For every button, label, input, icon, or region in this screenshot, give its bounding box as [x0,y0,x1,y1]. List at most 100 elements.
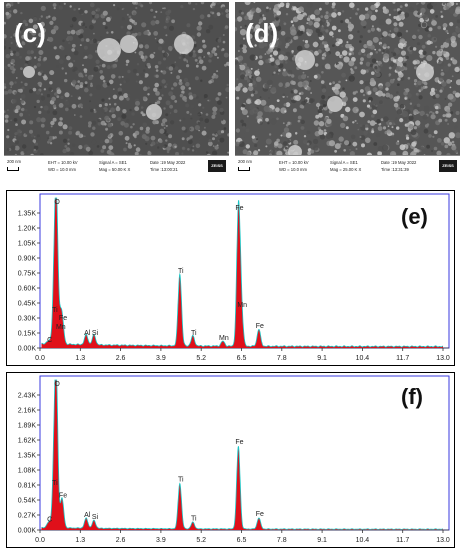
zeiss-logo: ZEISS [208,160,226,172]
scale-bar [7,167,19,171]
x-tick-label: 9.1 [317,355,327,362]
x-tick-label: 9.1 [317,537,327,544]
x-tick-label: 5.2 [196,537,206,544]
scale-label: 200 nm [238,159,252,164]
spectrum-area [41,198,443,348]
eht-value: EHT = 10.00 kV [279,160,309,165]
x-tick-label: 3.9 [156,537,166,544]
peak-label-c: C [47,516,52,523]
time-value: Time :13:00:21 [150,167,178,172]
y-tick-label: 0.15K [18,330,37,337]
scale-label: 200 nm [7,159,21,164]
eht-value: EHT = 10.00 kV [48,160,78,165]
peak-label-o: O [54,381,60,388]
x-tick-label: 10.4 [356,537,370,544]
peak-label-fe: Fe [235,439,243,446]
y-tick-label: 1.20K [18,225,37,232]
peak-label-ti: Ti [178,268,184,275]
date-value: Date :19 May 2022 [150,160,186,165]
eds-chart-e: 0.00K 0.15K 0.30K 0.45K 0.60K 0.75K 0.90K 1.05K… [6,190,455,366]
spectrum-outline [41,379,443,530]
mag-value: Mag = 25.00 K X [330,167,362,172]
x-tick-label: 0.0 [35,537,45,544]
x-tick-label: 7.8 [277,355,287,362]
peak-label-o: O [54,199,60,206]
y-tick-label: 2.16K [18,407,37,414]
sem-infobar-c: 200 nm EHT = 10.00 kV WD = 10.0 mm Signa… [4,155,229,176]
time-value: Time :13:31:39 [381,167,409,172]
y-tick-label: 0.00K [18,527,37,534]
sem-infobar-d: 200 nm EHT = 10.00 kV WD = 10.0 mm Signa… [235,155,460,176]
spectrum-outline [41,197,444,348]
y-tick-label: 0.90K [18,255,37,262]
y-tick-label: 0.60K [18,285,37,292]
x-tick-label: 2.6 [116,355,126,362]
peak-label-al: Al [84,512,91,519]
x-tick-label: 3.9 [156,355,166,362]
mag-value: Mag = 50.00 K X [99,167,131,172]
peak-label-ti: Ti [52,480,58,487]
x-tick-label: 6.5 [237,355,247,362]
y-tick-label: 1.08K [18,467,37,474]
y-tick-label: 1.05K [18,240,37,247]
signal-value: Signal A = SE1 [330,160,358,165]
panel-label-d: (d) [245,18,279,48]
peak-label-fe: Fe [256,323,264,330]
y-tick-label: 2.43K [18,392,37,399]
sem-image-d: (d) 200 nm EHT = 10.00 kV WD = 10.0 mm S… [235,2,460,176]
y-tick-label: 0.81K [18,482,37,489]
panel-label-f: (f) [401,384,423,409]
eds-spectrum-f: 0.00K 0.27K 0.54K 0.81K 1.08K 1.35K 1.62K 1.89K… [6,372,455,548]
y-tick-label: 1.35K [18,210,37,217]
x-tick-label: 13.0 [436,355,450,362]
chart-outer-frame [6,372,455,548]
wd-value: WD = 10.0 mm [279,167,308,172]
peak-label-fe: Fe [256,511,264,518]
date-value: Date :19 May 2022 [381,160,417,165]
x-tick-label: 1.3 [75,355,85,362]
x-tick-label: 11.7 [396,355,409,362]
peak-label-fe: Fe [235,205,243,212]
peak-label-mn: Mn [219,335,229,342]
y-tick-label: 0.45K [18,300,37,307]
signal-value: Signal A = SE1 [99,160,127,165]
x-tick-label: 0.0 [35,355,45,362]
peak-label-mn: Mn [237,302,247,309]
peak-label-fe: Fe [59,493,67,500]
peak-label-al: Al [84,330,91,337]
x-tick-label: 11.7 [396,537,409,544]
zeiss-logo: ZEISS [439,160,457,172]
peak-label-c: C [47,337,52,344]
eds-spectrum-e: 0.00K 0.15K 0.30K 0.45K 0.60K 0.75K 0.90K 1.05K… [6,190,455,366]
y-tick-label: 1.89K [18,422,37,429]
y-tick-label: 1.62K [18,437,37,444]
y-tick-label: 0.00K [18,345,37,352]
y-tick-label: 0.27K [18,512,37,519]
peak-label-fe: Fe [59,315,67,322]
y-tick-label: 0.30K [18,315,37,322]
sem-texture-c [4,2,229,156]
x-tick-label: 10.4 [356,355,370,362]
panel-label-e: (e) [401,204,428,229]
peak-label-mn: Mn [56,324,66,331]
scale-bar [238,167,250,171]
x-tick-label: 1.3 [75,537,85,544]
peak-label-si: Si [92,330,99,337]
wd-value: WD = 10.0 mm [48,167,77,172]
peak-label-ti: Ti [191,515,197,522]
y-tick-label: 1.35K [18,452,37,459]
peak-label-ti: Ti [52,307,58,314]
sem-image-c: (c) 200 nm EHT = 10.00 kV WD = 10.0 mm S… [4,2,229,176]
x-tick-label: 5.2 [196,355,206,362]
panel-label-c: (c) [14,18,46,48]
peak-label-ti: Ti [191,330,197,337]
y-tick-label: 0.75K [18,270,37,277]
x-tick-label: 2.6 [116,537,126,544]
x-tick-label: 13.0 [436,537,450,544]
chart-outer-frame [6,190,455,366]
peak-label-si: Si [92,514,99,521]
x-tick-label: 6.5 [237,537,247,544]
sem-texture-d [235,2,460,156]
eds-chart-f: 0.00K 0.27K 0.54K 0.81K 1.08K 1.35K 1.62K 1.89K… [6,372,455,548]
x-tick-label: 7.8 [277,537,287,544]
